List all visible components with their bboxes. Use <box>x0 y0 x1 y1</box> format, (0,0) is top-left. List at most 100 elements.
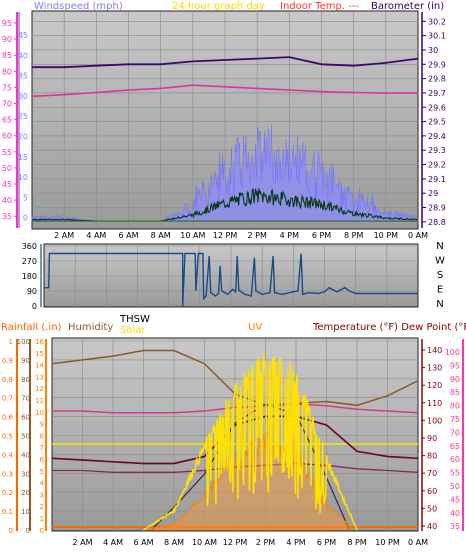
indoor-temp-line <box>31 84 418 98</box>
tick-label: 10 <box>18 173 28 182</box>
tick-label: 130 <box>427 364 442 373</box>
tick-label: 60 <box>21 414 30 422</box>
x-tick-label: 10 AM <box>180 231 205 240</box>
barometer-line <box>32 56 419 69</box>
tick-label: 30 <box>21 470 30 478</box>
tick-label: 1 <box>9 338 13 346</box>
tick-label: 3 <box>40 491 44 499</box>
x-tick-label: 8 AM <box>151 231 171 240</box>
tick-label: 0.2 <box>2 489 13 497</box>
tick-label: 35 <box>18 72 28 81</box>
tick-label: 7 <box>40 444 44 452</box>
tick-label: 360 <box>22 242 37 251</box>
x-tick-label: 8 PM <box>344 231 363 240</box>
x-tick-label: 2 PM <box>256 538 275 547</box>
tick-label: 0 <box>23 214 28 223</box>
tick-label: 29.6 <box>428 103 446 112</box>
tick-label: 55 <box>450 469 460 478</box>
wind-direction-line <box>44 252 418 307</box>
tick-label: 140 <box>427 346 442 355</box>
tick-label: 5 <box>23 193 28 202</box>
tick-label: 40 <box>21 451 30 459</box>
tick-label: 45 <box>18 31 28 40</box>
panel1-left-axis: 95 90 85 80 75 70 65 60 55 50 45 40 35 <box>2 12 18 228</box>
tick-label: 40 <box>427 522 437 531</box>
tick-label: 70 <box>427 469 437 478</box>
compass-label: E <box>437 285 443 296</box>
tick-label: 29.4 <box>428 132 446 141</box>
tick-label: 13 <box>35 373 44 381</box>
panel1-series <box>31 56 419 222</box>
solar-line <box>143 352 358 531</box>
tick-label: 70 <box>2 100 12 109</box>
tick-label: 0.6 <box>2 414 14 422</box>
tick-label: 4 <box>40 480 45 488</box>
tick-label: 28.8 <box>428 218 446 227</box>
tick-label: 0.3 <box>2 470 13 478</box>
tick-label: 29.9 <box>428 60 446 69</box>
tick-label: 16 <box>35 338 44 346</box>
panel3-temperature-axis: 140 130 120 110 100 90 80 70 60 50 40 <box>421 339 442 531</box>
tick-label: 50 <box>2 164 12 173</box>
tick-label: 40 <box>18 51 28 60</box>
uv-legend: UV <box>248 322 262 333</box>
tick-label: 85 <box>450 388 460 397</box>
compass-label: N <box>436 299 443 310</box>
tick-label: 14 <box>35 362 44 370</box>
x-tick-label: 2 AM <box>54 231 74 240</box>
x-tick-label: 8 PM <box>347 538 366 547</box>
tick-label: 75 <box>450 415 460 424</box>
dewpoint-line <box>52 403 419 414</box>
tick-label: 70 <box>21 395 30 403</box>
tick-label: 60 <box>450 455 460 464</box>
temperature-line <box>51 415 419 465</box>
tick-label: 30 <box>18 92 28 101</box>
tick-label: 65 <box>450 442 460 451</box>
tick-label: 12 <box>35 385 44 393</box>
tick-label: 0 <box>26 527 30 535</box>
tick-label: 90 <box>450 375 460 384</box>
windspeed-legend: Windspeed (mph) <box>34 1 123 12</box>
solar-legend: Solar <box>120 325 146 336</box>
x-tick-label: 10 PM <box>375 538 400 547</box>
tick-label: 100 <box>427 416 442 425</box>
tick-label: 80 <box>427 452 437 461</box>
tick-label: 45 <box>450 495 460 504</box>
tick-label: 50 <box>427 504 437 513</box>
x-tick-label: 4 AM <box>86 231 106 240</box>
panel2-series <box>44 252 418 307</box>
tick-label: 29.7 <box>428 89 446 98</box>
panel3-grid <box>52 338 418 531</box>
panel3-x-axis: 2 AM 4 AM 6 AM 8 AM 10 AM 12 PM 2 PM 4 PM 6 PM 8 … <box>72 538 428 547</box>
x-tick-label: 10 AM <box>192 538 217 547</box>
rainfall-legend: Rainfall (.in) <box>1 322 62 333</box>
x-tick-label: 4 AM <box>103 538 123 547</box>
tick-label: 110 <box>427 399 442 408</box>
x-tick-label: 0 AM <box>408 231 428 240</box>
tick-label: 35 <box>2 212 12 221</box>
tick-label: 100 <box>17 338 30 346</box>
tick-label: 29.8 <box>428 75 446 84</box>
x-tick-label: 0 AM <box>408 538 428 547</box>
temperature-legend: Temperature (°F) Dew Point (°F) <box>312 322 466 333</box>
panel-wind-barometer: Windspeed (mph) 24 hour graph day Indoor… <box>2 1 446 240</box>
x-tick-label: 6 PM <box>317 538 336 547</box>
x-tick-label: 2 PM <box>247 231 266 240</box>
tick-label: 50 <box>21 433 30 441</box>
tick-label: 120 <box>427 381 442 390</box>
tick-label: 0.9 <box>2 357 13 365</box>
tick-label: 29.5 <box>428 118 446 127</box>
tick-label: 40 <box>2 196 12 205</box>
tick-label: 95 <box>2 19 12 28</box>
tick-label: 10 <box>35 409 44 417</box>
barometer-legend: Barometer (in) <box>371 1 444 12</box>
tick-label: 80 <box>2 67 12 76</box>
tick-label: 6 <box>40 456 45 464</box>
compass-label: N <box>436 241 443 252</box>
tick-label: 55 <box>2 148 12 157</box>
tick-label: 20 <box>18 133 28 142</box>
